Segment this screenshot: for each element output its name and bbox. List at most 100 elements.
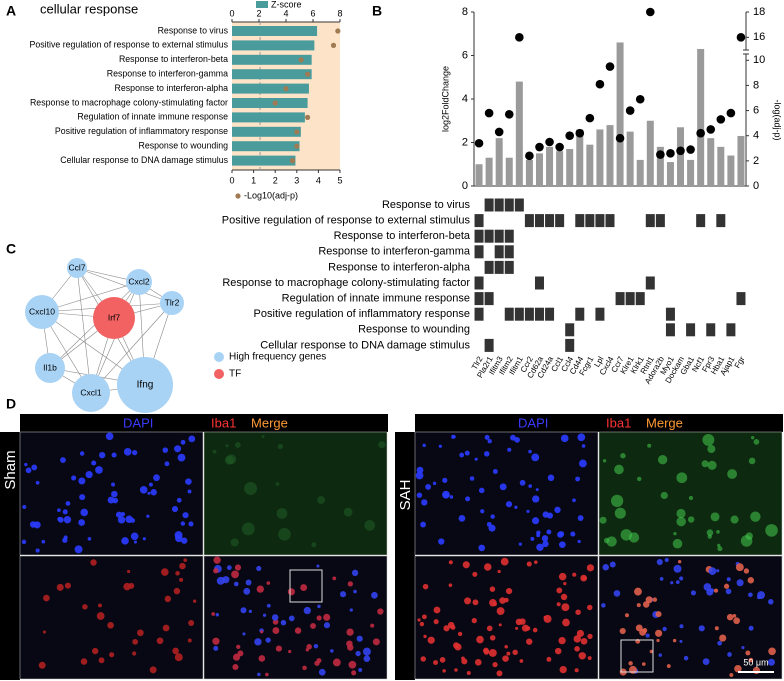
heat-cell [606,323,615,336]
bar [232,98,308,108]
channel-label: DAPI [123,415,153,430]
cell [574,668,579,673]
heat-cell [706,277,715,290]
cell [265,672,269,677]
heat-cell [696,245,705,258]
cell [313,643,319,649]
cell [117,516,126,524]
cell [180,521,186,526]
cell [543,615,547,620]
cell [224,455,234,465]
cell [526,509,530,513]
y2-tick-label: 16 [753,31,765,43]
heat-cell [606,245,615,258]
heat-cell [525,277,534,290]
heat-cell [524,214,534,228]
cell [212,637,220,645]
dot [515,33,524,42]
cell [248,609,252,613]
heat-cell [686,261,695,274]
cell [449,495,454,499]
dot [585,113,595,123]
bar [727,155,735,186]
cell [624,613,630,618]
y-axis-title: log2FoldChange [440,66,450,132]
heat-cell [666,214,675,227]
cell [439,657,446,663]
heat-cell [716,339,725,352]
cell [740,535,753,547]
cell [347,644,354,651]
cell [139,486,148,494]
heat-cell [626,308,635,321]
header-bar [415,414,783,432]
cell [416,492,423,498]
heat-cell [585,230,594,243]
cell [132,638,138,645]
heat-cell [565,214,574,227]
node [117,357,173,413]
heat-cell [474,214,484,228]
cell [672,538,683,549]
bar [535,153,543,186]
cell [757,591,766,599]
cell [655,611,662,618]
heat-cell [555,292,564,305]
cell [192,599,197,603]
micrograph [19,555,204,680]
cell [609,561,616,568]
node [25,295,59,329]
heat-cell [535,292,544,305]
cell [187,638,192,643]
cell [768,599,774,605]
cell [645,633,650,638]
condition-label: Sham [2,450,19,489]
cell [97,603,102,608]
cell [676,508,686,519]
heat-cell [676,292,685,305]
heat-cell [505,214,514,227]
heat-cell [515,230,524,243]
cell [702,433,715,446]
heat-cell [646,199,655,212]
cell [716,530,720,534]
heat-cell [535,230,544,243]
cell [64,582,71,589]
dot [595,79,605,89]
cell [78,477,86,485]
heat-cell [656,245,665,258]
cell [702,658,710,665]
heat-cell [525,199,534,212]
heat-cell [726,214,735,227]
cell [57,508,61,513]
heat-cell [626,323,635,336]
cell [672,638,677,643]
cell [573,635,582,643]
cell [666,664,671,669]
heat-cell [666,245,675,258]
bar [505,157,513,186]
cell [92,647,99,655]
heat-cell [646,261,655,274]
heat-cell [736,245,745,258]
heat-cell [504,229,514,243]
cell [35,548,40,553]
cell [560,593,568,601]
heat-cell [505,323,514,336]
heat-cell [555,323,564,336]
heat-cell [666,292,675,305]
heat-cell [505,292,514,305]
cell [95,466,103,474]
cell [123,448,132,456]
bar [232,112,305,123]
panel-label: A [6,3,16,19]
cell [98,657,105,664]
heat-cell [515,277,524,290]
cell [656,558,663,566]
cell [213,645,219,651]
cell [587,633,593,640]
cell [132,651,137,656]
cell [484,563,492,571]
cell [306,643,312,650]
